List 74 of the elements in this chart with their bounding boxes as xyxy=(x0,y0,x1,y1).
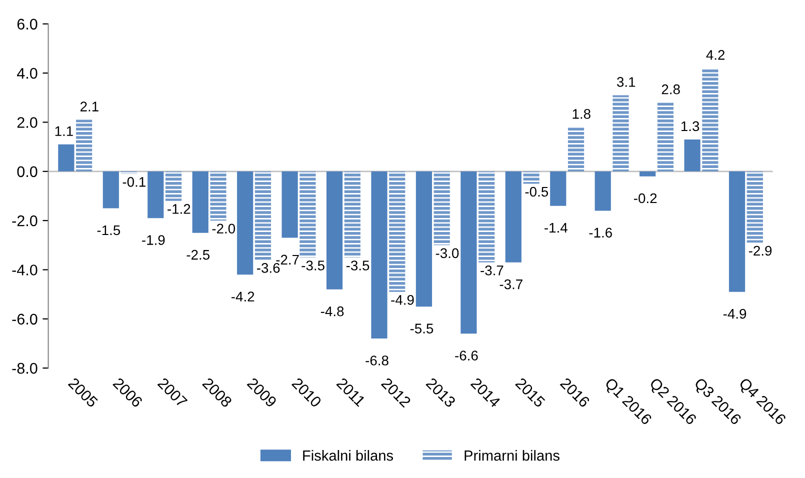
data-label: -5.5 xyxy=(410,324,434,334)
data-label: -0.5 xyxy=(525,186,548,197)
data-label: 3.1 xyxy=(616,77,636,87)
bar xyxy=(148,171,164,218)
bar xyxy=(550,171,566,206)
bar xyxy=(505,171,522,262)
bar xyxy=(640,171,656,176)
y-tick-label: -4.0 xyxy=(12,264,38,276)
bar xyxy=(344,171,360,258)
y-tick-label: 2.0 xyxy=(17,117,38,128)
bar xyxy=(657,102,674,172)
bar xyxy=(568,127,584,172)
y-tick-label: 0.0 xyxy=(17,166,38,178)
bar xyxy=(165,171,182,201)
y-tick-label: -2.0 xyxy=(12,215,38,226)
data-label: -4.9 xyxy=(391,295,414,305)
data-label: -3.0 xyxy=(436,248,459,258)
bar xyxy=(120,171,137,174)
data-label: -2.0 xyxy=(212,224,236,234)
data-label: 2.8 xyxy=(662,84,680,94)
bar xyxy=(282,171,298,238)
data-label: -2.9 xyxy=(748,246,772,256)
bar xyxy=(594,171,611,211)
data-label: 1.1 xyxy=(55,126,73,136)
y-tick-label: -6.0 xyxy=(12,314,38,325)
data-label: -4.2 xyxy=(231,292,254,302)
data-label: -3.7 xyxy=(480,266,504,276)
bar xyxy=(728,171,746,292)
bar xyxy=(237,171,254,275)
data-label: 4.2 xyxy=(706,50,725,60)
data-label: -4.9 xyxy=(723,308,746,319)
bar xyxy=(460,171,477,334)
y-tick-label: -8.0 xyxy=(12,362,38,374)
data-label: -6.8 xyxy=(366,356,388,366)
bar xyxy=(612,95,629,172)
bar xyxy=(76,120,92,172)
bar xyxy=(746,171,763,243)
bar xyxy=(389,171,406,292)
data-label: 1.8 xyxy=(572,109,590,119)
data-label: -1.9 xyxy=(142,235,165,245)
bar xyxy=(326,171,343,290)
bar xyxy=(702,68,718,172)
data-label: -1.6 xyxy=(589,228,612,238)
legend-label: Primarni bilans xyxy=(464,450,560,461)
bar xyxy=(684,139,700,172)
data-label: -4.8 xyxy=(320,306,344,316)
data-label: 1.3 xyxy=(681,121,700,132)
y-tick-label: 6.0 xyxy=(17,18,38,30)
data-label: -3.5 xyxy=(302,260,324,270)
data-label: -3.5 xyxy=(346,260,370,270)
data-label: -1.2 xyxy=(168,204,190,214)
data-label: -1.4 xyxy=(544,222,568,233)
y-tick-label: 4.0 xyxy=(17,68,38,79)
bar xyxy=(192,171,208,233)
bar xyxy=(300,171,316,258)
bar xyxy=(416,171,432,307)
data-label: -3.7 xyxy=(500,279,522,290)
bar xyxy=(58,144,74,172)
bar xyxy=(523,171,540,184)
bar xyxy=(371,171,388,339)
bar xyxy=(254,171,272,260)
data-label: -2.5 xyxy=(186,250,210,260)
data-label: -2.7 xyxy=(276,254,299,265)
legend-label: Fiskalni bilans xyxy=(303,450,394,461)
data-label: 2.1 xyxy=(80,102,98,112)
bar xyxy=(102,171,119,208)
bar xyxy=(434,171,450,246)
data-label: -6.6 xyxy=(455,350,478,361)
data-label: -0.1 xyxy=(122,177,146,187)
data-label: -0.2 xyxy=(634,193,657,204)
data-label: -3.6 xyxy=(256,263,280,273)
bar xyxy=(478,171,495,262)
data-label: -1.5 xyxy=(97,225,120,236)
bar xyxy=(210,171,226,221)
